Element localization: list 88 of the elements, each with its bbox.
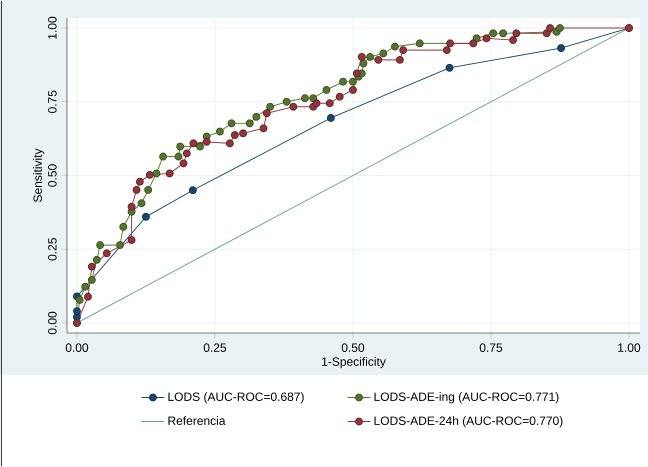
- point: [489, 29, 498, 38]
- legend-label: LODS (AUC-ROC=0.687): [168, 392, 304, 404]
- point: [132, 186, 140, 194]
- point: [216, 128, 224, 136]
- point: [482, 34, 490, 42]
- point: [81, 282, 90, 291]
- x-tick-label: 0.00: [66, 343, 88, 352]
- point: [152, 169, 160, 178]
- point: [76, 296, 84, 304]
- point: [202, 138, 211, 146]
- point: [119, 222, 128, 231]
- point: [73, 307, 81, 316]
- point: [176, 142, 184, 151]
- point: [556, 24, 564, 32]
- point: [336, 92, 344, 101]
- y-tick-label: 1.00: [48, 16, 57, 39]
- point: [546, 24, 554, 32]
- point: [360, 59, 368, 68]
- point: [326, 114, 335, 122]
- point: [92, 256, 101, 264]
- point: [509, 36, 517, 44]
- point: [312, 99, 320, 108]
- y-tick-label: 0.00: [48, 312, 57, 334]
- x-tick-label: 0.50: [342, 343, 364, 352]
- point: [262, 109, 271, 118]
- point: [326, 99, 334, 108]
- point: [446, 39, 454, 48]
- x-tick-label: 0.25: [204, 343, 226, 352]
- point: [196, 142, 204, 151]
- point: [142, 212, 150, 221]
- x-tick-label: 1.00: [618, 343, 640, 352]
- point: [159, 152, 167, 161]
- x-axis-title: 1-Specificity: [322, 357, 386, 368]
- point: [128, 202, 136, 211]
- y-tick-label: 0.25: [48, 238, 57, 260]
- legend-label: LODS-ADE-24h (AUC-ROC=0.770): [374, 416, 562, 428]
- point: [266, 102, 274, 111]
- y-tick-label: 0.50: [48, 164, 57, 187]
- legend-label: LODS-ADE-ing (AUC-ROC=0.771): [374, 392, 558, 404]
- point: [442, 46, 451, 54]
- point: [102, 249, 111, 258]
- point: [138, 199, 146, 208]
- y-axis-title: Sensitivity: [33, 148, 44, 202]
- point: [128, 236, 136, 244]
- point: [358, 52, 366, 61]
- point: [146, 170, 154, 179]
- point: [396, 56, 404, 64]
- point: [499, 29, 508, 38]
- point: [352, 70, 361, 78]
- point: [230, 131, 239, 140]
- point: [166, 169, 174, 178]
- point: [339, 78, 347, 86]
- point: [390, 42, 399, 51]
- point: [399, 46, 408, 54]
- point: [282, 98, 291, 106]
- point: [557, 44, 566, 52]
- point: [189, 139, 198, 148]
- point: [446, 64, 454, 72]
- point: [88, 262, 96, 271]
- point: [136, 178, 144, 186]
- point: [182, 149, 191, 158]
- point: [366, 52, 374, 61]
- point: [246, 119, 254, 128]
- x-tick-label: 0.75: [480, 343, 502, 352]
- point: [322, 86, 330, 94]
- point: [188, 186, 197, 194]
- point: [226, 139, 234, 148]
- point: [300, 94, 309, 102]
- point: [88, 276, 96, 284]
- point: [289, 102, 298, 111]
- point: [374, 56, 382, 64]
- point: [379, 49, 388, 58]
- point: [174, 152, 182, 161]
- point: [96, 241, 104, 250]
- point: [116, 241, 124, 250]
- point: [252, 112, 260, 121]
- point: [260, 124, 268, 132]
- point: [144, 186, 152, 194]
- point: [180, 159, 188, 168]
- point: [349, 78, 357, 86]
- point: [416, 39, 424, 48]
- point: [228, 119, 236, 128]
- point: [239, 129, 248, 138]
- y-tick-label: 0.75: [48, 90, 57, 113]
- legend-label: Referencia: [168, 416, 226, 425]
- point: [512, 29, 520, 38]
- point: [349, 86, 357, 94]
- point: [84, 292, 92, 301]
